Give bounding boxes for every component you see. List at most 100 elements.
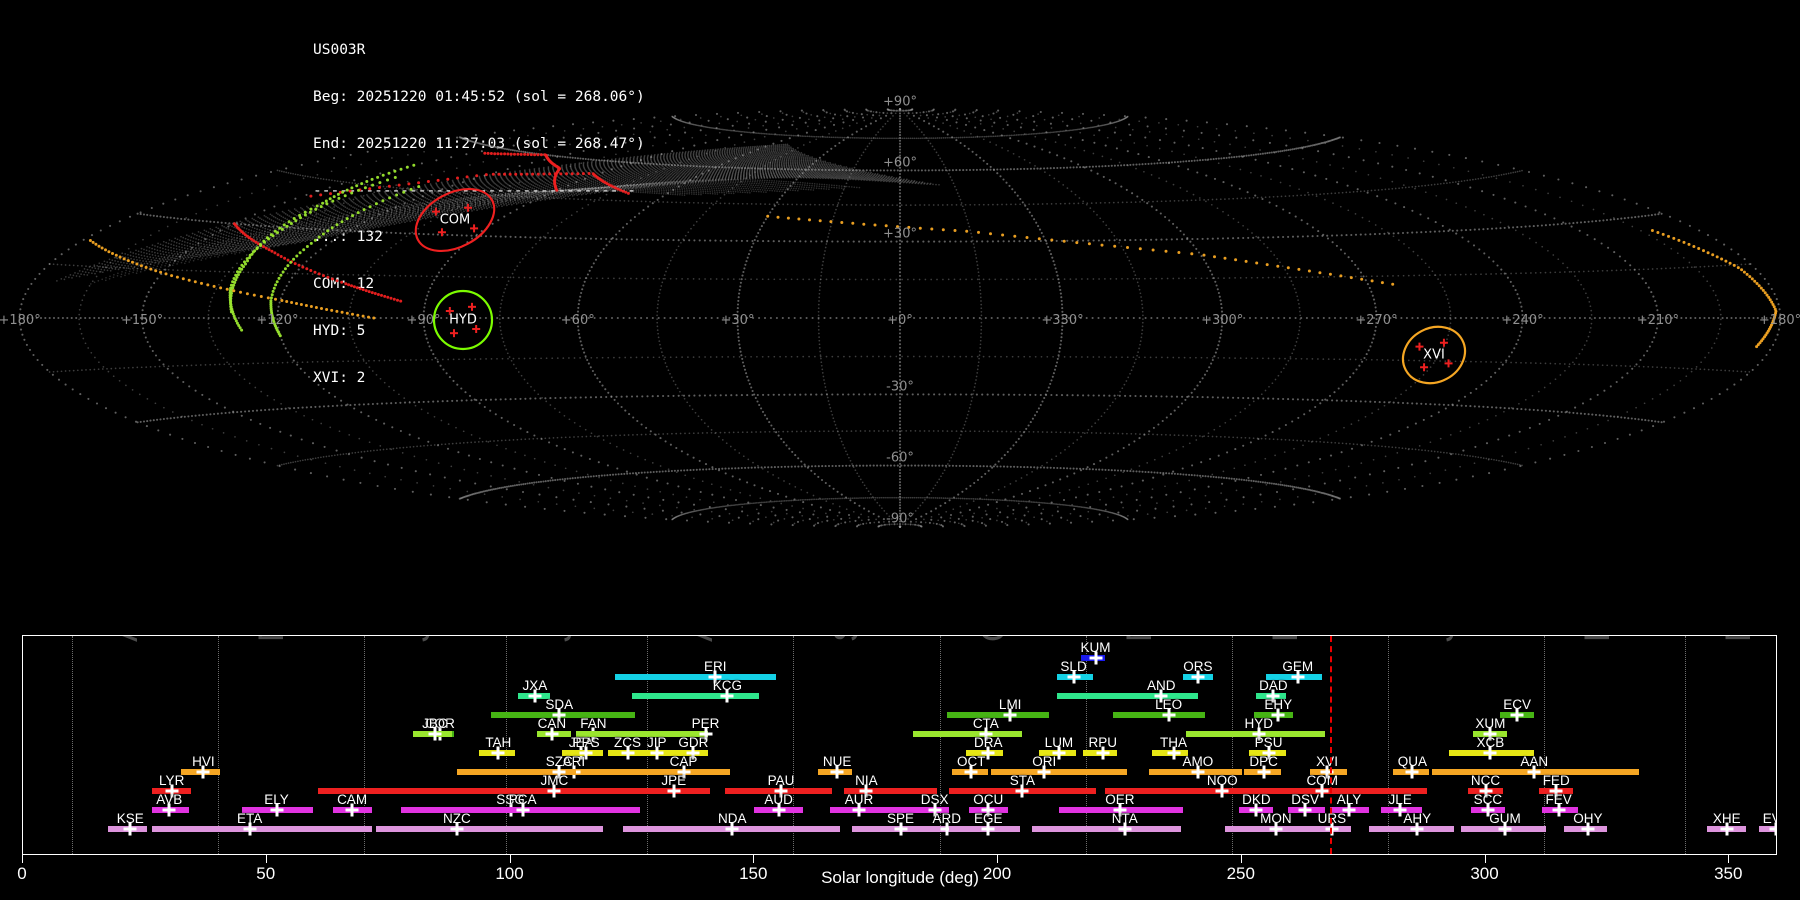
axis-tick-label: 100 xyxy=(495,864,524,883)
shower-bar-ohy[interactable] xyxy=(1563,826,1608,832)
count-total: ...: 132 xyxy=(313,229,383,246)
shower-bar-nia[interactable] xyxy=(844,788,938,794)
shower-label-sta: STA xyxy=(1009,773,1036,788)
shower-bar-spe[interactable] xyxy=(851,826,935,832)
shower-bar-kse[interactable] xyxy=(108,826,148,832)
shower-bar-eri[interactable] xyxy=(615,674,777,680)
shower-label-szc: SZC xyxy=(545,754,573,769)
shower-bar-cta[interactable] xyxy=(912,731,1023,737)
shower-label-sld: SLD xyxy=(1060,659,1087,674)
shower-label-psu: PSU xyxy=(1254,735,1283,750)
shower-label-ely: ELY xyxy=(264,792,289,807)
shower-label-lyr: LYR xyxy=(159,773,185,788)
shower-bar-and[interactable] xyxy=(1056,693,1198,699)
shower-bar-tah[interactable] xyxy=(478,750,516,756)
shower-label-nue: NUE xyxy=(822,754,852,769)
shower-label-xum: XUM xyxy=(1475,716,1506,731)
shower-label-mon: MON xyxy=(1260,811,1292,826)
count-hyd: HYD: 5 xyxy=(313,322,366,339)
shower-label-scc: SCC xyxy=(1473,792,1503,807)
shower-timeline-panel[interactable]: APR MAY JUN JUL AUG SEP OCT NOV DEC JAN FEB MAR KUM E… xyxy=(22,635,1777,855)
shower-bar-aur[interactable] xyxy=(829,807,911,813)
shower-bar-zcs[interactable] xyxy=(608,750,647,756)
month-separator xyxy=(1232,636,1233,854)
shower-bar-evl[interactable] xyxy=(1758,826,1776,832)
month-label-may: MAY xyxy=(252,636,292,642)
shower-bar-rpu[interactable] xyxy=(1083,750,1118,756)
shower-label-dad: DAD xyxy=(1259,678,1288,693)
shower-label-ari: ARI xyxy=(562,754,586,769)
shower-label-ege: EGE xyxy=(973,811,1003,826)
shower-bar-qua[interactable] xyxy=(1392,769,1430,775)
month-separator xyxy=(1085,636,1087,854)
shower-label-jle: JLE xyxy=(1388,792,1412,807)
shower-label-leo: LEO xyxy=(1155,697,1183,712)
shower-bar-nzc[interactable] xyxy=(376,826,604,832)
shower-bar-jpe[interactable] xyxy=(639,788,711,794)
timeline-plot-area: APR MAY JUN JUL AUG SEP OCT NOV DEC JAN FEB MAR KUM E… xyxy=(23,636,1776,854)
shower-bar-hvi[interactable] xyxy=(181,769,221,775)
shower-label-kcg: KCG xyxy=(712,678,743,693)
shower-bar-ahy[interactable] xyxy=(1368,826,1454,832)
shower-bar-dpc[interactable] xyxy=(1244,769,1281,775)
shower-bar-jmc[interactable] xyxy=(317,788,701,794)
shower-label-ohy: OHY xyxy=(1573,811,1603,826)
shower-bar-lmi[interactable] xyxy=(946,712,1050,718)
shower-bar-can[interactable] xyxy=(537,731,572,737)
shower-label-dra: DRA xyxy=(973,735,1003,750)
month-label-jul: JUL xyxy=(540,636,580,642)
shower-bar-pca[interactable] xyxy=(403,807,640,813)
axis-tick-label: 150 xyxy=(739,864,768,883)
shower-bar-aud[interactable] xyxy=(754,807,803,813)
shower-bar-com[interactable] xyxy=(1256,788,1427,794)
axis-tick xyxy=(509,855,511,863)
shower-label-com: COM xyxy=(1306,773,1338,788)
shower-bar-cam[interactable] xyxy=(332,807,372,813)
shower-label-pps: PPS xyxy=(572,735,600,750)
shower-bar-per[interactable] xyxy=(576,731,708,737)
shower-bar-ege[interactable] xyxy=(949,826,1020,832)
month-label-dec: DEC xyxy=(1266,636,1306,642)
shower-bar-gum[interactable] xyxy=(1461,826,1547,832)
shower-bar-aan[interactable] xyxy=(1431,769,1640,775)
begin-time: Beg: 20251220 01:45:52 (sol = 268.06°) xyxy=(313,88,645,105)
shower-bar-nue[interactable] xyxy=(817,769,852,775)
shower-bar-noo[interactable] xyxy=(1105,788,1257,794)
shower-bar-urs[interactable] xyxy=(1312,826,1352,832)
shower-label-jmc: JMC xyxy=(540,773,569,788)
axis-tick xyxy=(1240,855,1242,863)
month-label-jan: JAN xyxy=(1422,636,1462,642)
axis-tick xyxy=(22,855,23,863)
shower-label-rpu: RPU xyxy=(1088,735,1118,750)
axis-tick xyxy=(753,855,755,863)
shower-bar-xhe[interactable] xyxy=(1707,826,1747,832)
shower-bar-nda[interactable] xyxy=(622,826,840,832)
shower-label-spe: SPE xyxy=(886,811,915,826)
shower-bar-ori[interactable] xyxy=(990,769,1128,775)
shower-bar-avb[interactable] xyxy=(152,807,189,813)
shower-bar-ors[interactable] xyxy=(1183,674,1213,680)
shower-bar-nta[interactable] xyxy=(1032,826,1181,832)
shower-bar-leo[interactable] xyxy=(1112,712,1206,718)
shower-bar-cap[interactable] xyxy=(590,769,730,775)
axis-tick-label: 350 xyxy=(1714,864,1743,883)
month-separator xyxy=(793,636,795,854)
shower-bar-kcg[interactable] xyxy=(632,693,760,699)
shower-label-hyd: HYD xyxy=(1244,716,1274,731)
shower-bar-jbc[interactable] xyxy=(413,731,452,737)
shower-bar-sta[interactable] xyxy=(949,788,1096,794)
shower-bar-oct[interactable] xyxy=(951,769,989,775)
shower-label-oct: OCT xyxy=(956,754,986,769)
end-time: End: 20251220 11:27:03 (sol = 268.47°) xyxy=(313,135,645,152)
shower-bar-eta[interactable] xyxy=(152,826,372,832)
shower-label-cam: CAM xyxy=(337,792,368,807)
month-separator xyxy=(1544,636,1545,854)
month-separator xyxy=(364,636,366,854)
shower-label-ehy: EHY xyxy=(1264,697,1293,712)
month-separator xyxy=(647,636,648,854)
axis-tick-label: 50 xyxy=(256,864,276,883)
shower-label-nda: NDA xyxy=(718,811,747,826)
shower-label-urs: URS xyxy=(1317,811,1347,826)
axis-tick xyxy=(1728,855,1730,863)
shower-bar-sld[interactable] xyxy=(1056,674,1094,680)
